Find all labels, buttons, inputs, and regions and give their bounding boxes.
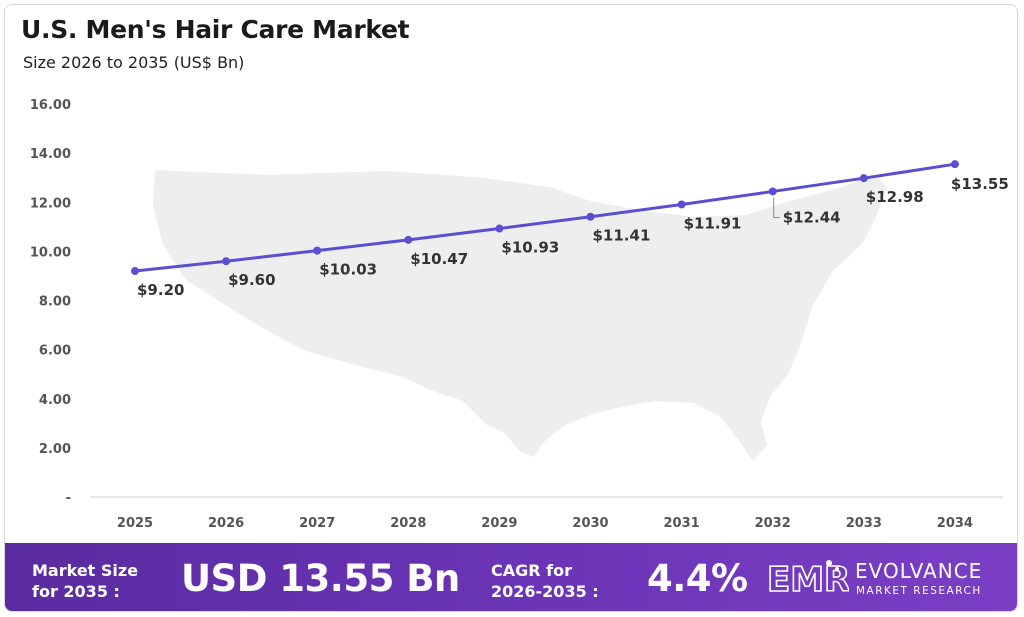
data-label: $10.03 xyxy=(319,261,377,279)
data-point xyxy=(587,213,595,221)
data-point xyxy=(860,174,868,182)
x-tick-label: 2032 xyxy=(755,516,791,531)
data-label: $12.98 xyxy=(866,188,924,206)
data-label: $9.20 xyxy=(137,281,184,299)
y-tick-label: 2.00 xyxy=(39,442,71,457)
y-tick-label: 14.00 xyxy=(30,147,71,162)
x-tick-label: 2033 xyxy=(846,516,882,531)
cagr-label: CAGR for 2026-2035 : xyxy=(491,560,599,602)
y-tick-label: 12.00 xyxy=(30,196,71,211)
data-label: $10.47 xyxy=(410,250,468,268)
cagr-value: 4.4% xyxy=(647,557,748,600)
x-tick-label: 2029 xyxy=(481,516,517,531)
data-label: $11.41 xyxy=(593,227,651,245)
data-point xyxy=(769,187,777,195)
brand-subtitle: MARKET RESEARCH xyxy=(856,585,982,597)
x-tick-label: 2034 xyxy=(937,516,973,531)
brand-name: EVOLVANCE xyxy=(855,559,982,583)
brand-logo-text: EMR xyxy=(767,560,849,600)
cagr-label-line1: CAGR for xyxy=(491,560,599,581)
y-tick-label: 10.00 xyxy=(30,245,71,260)
data-point xyxy=(313,247,321,255)
market-size-value: USD 13.55 Bn xyxy=(181,557,460,600)
data-label: $9.60 xyxy=(228,271,275,289)
x-tick-label: 2025 xyxy=(117,516,153,531)
x-tick-label: 2028 xyxy=(390,516,426,531)
data-point xyxy=(495,225,503,233)
y-tick-label: 4.00 xyxy=(39,393,71,408)
y-tick-label: 16.00 xyxy=(30,98,71,113)
market-size-label: Market Size for 2035 : xyxy=(32,560,138,602)
evolvance-logo-icon: EMR xyxy=(767,557,849,601)
data-label: $12.44 xyxy=(783,208,841,226)
cagr-label-line2: 2026-2035 : xyxy=(491,581,599,602)
y-tick-label: - xyxy=(66,491,71,506)
data-point xyxy=(678,200,686,208)
data-point xyxy=(951,160,959,168)
data-point xyxy=(404,236,412,244)
us-map-silhouette xyxy=(153,170,887,461)
x-tick-label: 2026 xyxy=(208,516,244,531)
summary-banner: Market Size for 2035 : USD 13.55 Bn CAGR… xyxy=(5,543,1018,612)
x-tick-label: 2027 xyxy=(299,516,335,531)
market-size-label-line2: for 2035 : xyxy=(32,581,138,602)
chart-card: U.S. Men's Hair Care Market Size 2026 to… xyxy=(4,4,1018,612)
data-label: $11.91 xyxy=(684,214,742,232)
x-tick-label: 2031 xyxy=(664,516,700,531)
y-tick-label: 6.00 xyxy=(39,344,71,359)
line-chart: - 2.00 4.00 6.00 8.00 10.00 12.00 14.00 16.00 202… xyxy=(5,5,1018,543)
y-tick-label: 8.00 xyxy=(39,295,71,310)
data-label: $13.55 xyxy=(951,175,1009,193)
data-label: $10.93 xyxy=(501,239,559,257)
data-point xyxy=(131,267,139,275)
x-tick-label: 2030 xyxy=(572,516,608,531)
data-point xyxy=(222,257,230,265)
market-size-label-line1: Market Size xyxy=(32,560,138,581)
